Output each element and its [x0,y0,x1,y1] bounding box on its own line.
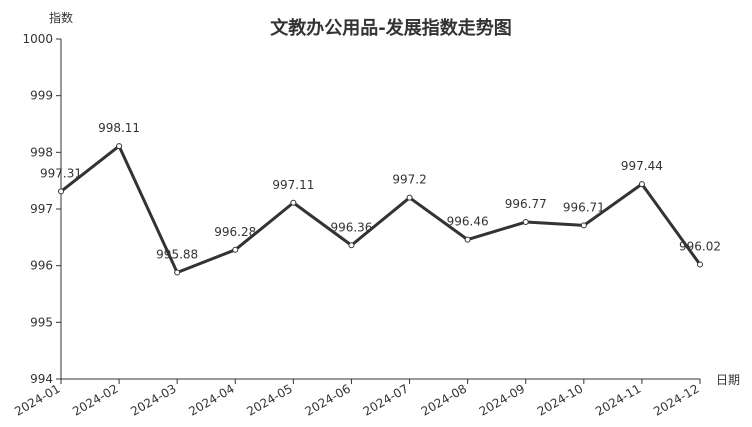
data-label: 997.44 [621,159,663,173]
y-tick-label: 998 [30,145,53,159]
x-tick-label: 2024-06 [303,381,353,418]
y-tick-label: 995 [30,315,53,329]
x-tick-label: 2024-12 [651,381,701,418]
y-axis-label: 指数 [49,10,73,25]
point [174,269,181,276]
data-label: 996.77 [505,197,547,211]
data-label: 997.31 [40,166,82,180]
data-label: 997.2 [392,173,426,187]
y-tick-label: 994 [30,372,53,386]
x-tick-label: 2024-04 [186,381,236,418]
x-tick-label: 2024-01 [12,381,62,418]
point [232,246,239,253]
x-tick-label: 2024-09 [477,381,527,418]
x-axis-label: 日期 [716,373,740,387]
point [464,236,471,243]
data-label: 996.28 [214,225,256,239]
y-tick-label: 996 [30,259,53,273]
point [290,199,297,206]
data-label: 995.88 [156,247,198,261]
point [348,242,355,249]
x-tick-label: 2024-03 [128,381,178,418]
x-tick-label: 2024-10 [535,381,585,418]
x-tick-label: 2024-02 [70,381,120,418]
point [116,143,123,150]
point [406,194,413,201]
data-label: 997.11 [272,178,314,192]
data-label: 996.46 [447,215,489,229]
point [638,181,645,188]
y-tick-label: 999 [30,89,53,103]
y-tick-label: 997 [30,202,53,216]
chart-title: 文教办公用品-发展指数走势图 [270,17,511,39]
x-tick-label: 2024-11 [593,381,643,418]
point [58,188,64,195]
point [697,261,703,268]
data-label: 998.11 [98,121,140,135]
point [580,222,587,229]
data-label: 996.71 [563,200,605,214]
data-label: 996.02 [679,240,721,254]
y-tick-label: 1000 [22,32,53,46]
data-label: 996.36 [330,220,372,234]
x-tick-label: 2024-05 [244,381,294,418]
x-tick-label: 2024-07 [361,381,411,418]
point [522,219,529,226]
x-tick-label: 2024-08 [419,381,469,418]
line [60,144,702,274]
